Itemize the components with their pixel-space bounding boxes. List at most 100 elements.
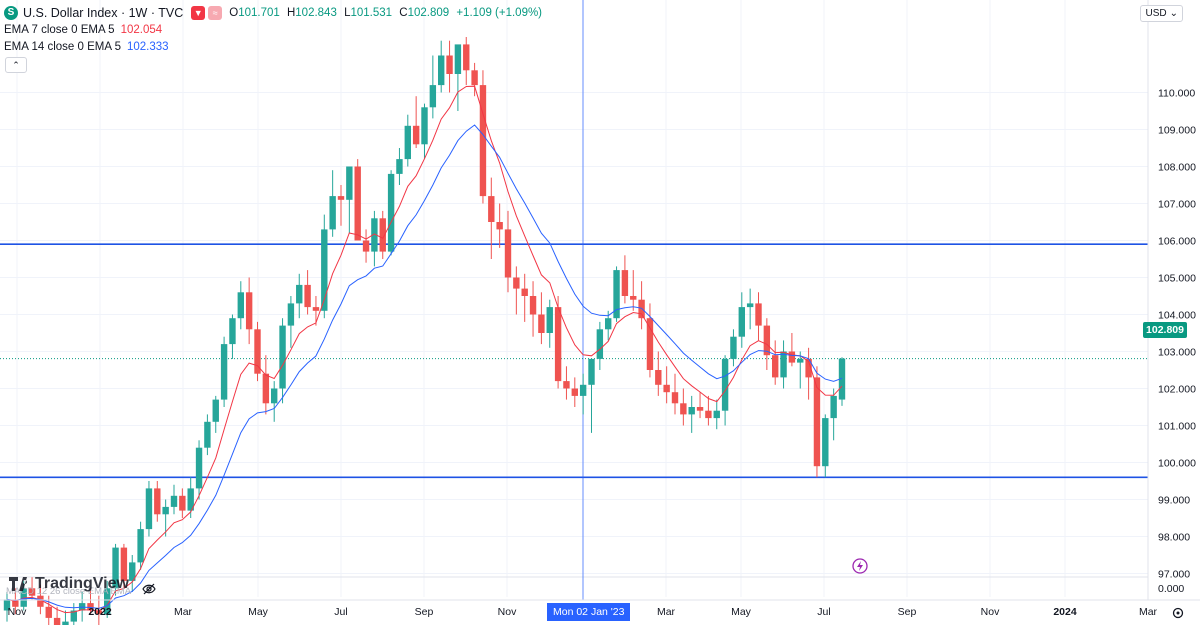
candle: [471, 62, 478, 97]
candle: [579, 373, 587, 415]
candle-body: [421, 107, 428, 145]
candle-body: [346, 166, 353, 200]
candle: [296, 273, 303, 319]
down-flag-icon[interactable]: ▼: [191, 5, 206, 20]
candle-body: [12, 599, 19, 607]
candle: [830, 388, 837, 441]
macd-pane-label[interactable]: MACD 12 26 close EMA EMA: [6, 586, 132, 597]
candle-body: [187, 488, 194, 511]
candle: [329, 170, 336, 237]
lightning-alert-icon[interactable]: [852, 558, 868, 574]
candle: [28, 577, 36, 600]
compare-icon[interactable]: ≈: [208, 5, 223, 20]
candle-body: [554, 307, 562, 382]
candle: [287, 296, 295, 348]
hide-eye-icon[interactable]: [142, 583, 156, 595]
candle-body: [62, 621, 69, 625]
candle-body: [245, 292, 253, 330]
price-tick-label: 0.000: [1158, 583, 1184, 595]
candle-body: [237, 292, 244, 319]
horizontal-lines: [0, 0, 1148, 600]
candle-body: [538, 314, 545, 333]
time-tick-label: Jul: [817, 606, 830, 618]
candle: [404, 114, 411, 167]
candle-body: [45, 606, 52, 618]
candle-body: [696, 407, 704, 411]
candle: [822, 414, 829, 478]
candle: [746, 288, 754, 330]
candle: [630, 270, 637, 311]
candle-body: [195, 447, 203, 489]
candle: [696, 392, 704, 419]
candle-body: [337, 196, 345, 200]
candle: [738, 292, 745, 348]
candle-body: [488, 196, 495, 222]
ema7-legend[interactable]: EMA 7 close 0 EMA 5 102.054: [4, 23, 163, 36]
candle: [504, 210, 512, 293]
candle: [421, 103, 428, 160]
candle: [179, 488, 186, 518]
candle-body: [671, 392, 679, 404]
candle: [646, 303, 654, 378]
candle-body: [454, 44, 462, 74]
grid: [0, 0, 1149, 597]
candle-body: [788, 351, 796, 363]
candle: [546, 299, 553, 348]
time-tick-label: Nov: [8, 606, 27, 618]
candle-body: [279, 325, 286, 389]
candle: [463, 37, 470, 86]
candle-body: [438, 55, 445, 86]
candle-body: [412, 125, 420, 145]
time-axis[interactable]: Nov 2022 Mar May Jul Sep Nov Mar May Jul Sep Nov 202…: [0, 599, 1200, 618]
candle-body: [112, 547, 119, 589]
price-tick-label: 103.000: [1158, 347, 1196, 359]
time-tick-label: Nov: [498, 606, 517, 618]
candle-body: [504, 229, 512, 278]
candle-body: [588, 358, 595, 385]
candle-body: [104, 588, 111, 615]
candle: [112, 543, 119, 596]
candle-body: [362, 240, 370, 252]
price-tick-label: 104.000: [1158, 310, 1196, 322]
candle: [772, 340, 779, 385]
candle: [237, 281, 244, 330]
price-axis[interactable]: 110.000 109.000 108.000 107.000 106.000 105.0…: [1147, 0, 1196, 600]
gear-icon[interactable]: [1172, 607, 1184, 619]
candle: [229, 314, 236, 359]
candle: [621, 255, 629, 304]
candle: [62, 610, 69, 625]
price-tick-label: 107.000: [1158, 199, 1196, 211]
candle: [671, 373, 679, 415]
candle-body: [688, 407, 695, 415]
candle: [638, 281, 645, 330]
candle: [429, 55, 437, 119]
candle: [479, 70, 487, 204]
price-tick-label: 97.000: [1158, 569, 1190, 581]
candle-body: [797, 358, 804, 363]
candle-body: [596, 329, 604, 359]
candle-body: [663, 384, 670, 393]
candle-body: [521, 288, 528, 296]
price-tick-label: 99.000: [1158, 495, 1190, 507]
currency-button[interactable]: USD ⌄: [1140, 5, 1183, 22]
candle: [838, 357, 846, 406]
candle-body: [179, 495, 186, 511]
tradingview-logo[interactable]: TradingView: [9, 575, 129, 593]
candle: [813, 366, 821, 478]
candle-body: [53, 617, 61, 625]
time-tick-label: Sep: [415, 606, 434, 618]
candles: [3, 37, 846, 625]
collapse-legend-button[interactable]: ⌃: [5, 56, 27, 73]
candle: [730, 329, 737, 367]
candle-body: [162, 506, 169, 515]
symbol-title[interactable]: U.S. Dollar Index · 1W · TVC: [23, 5, 184, 20]
candle-body: [730, 336, 737, 359]
symbol-row[interactable]: S U.S. Dollar Index · 1W · TVC ▼ ≈ O101.…: [4, 4, 546, 21]
time-tick-label: 2024: [1053, 606, 1077, 618]
candle-body: [312, 307, 320, 311]
candle-body: [262, 373, 270, 404]
symbol-logo-icon: S: [4, 5, 18, 20]
ema14-legend[interactable]: EMA 14 close 0 EMA 5 102.333: [4, 40, 169, 53]
candle: [70, 603, 77, 625]
